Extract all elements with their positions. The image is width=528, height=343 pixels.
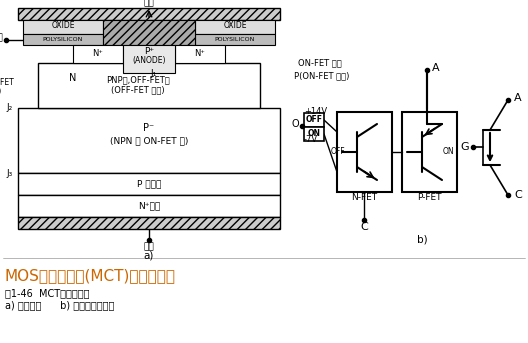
Bar: [304, 127, 324, 141]
Text: +14V: +14V: [304, 107, 327, 117]
Text: N⁺: N⁺: [194, 49, 205, 59]
Text: P(ON-FET 漏极): P(ON-FET 漏极): [294, 71, 350, 81]
Text: (ANODE): (ANODE): [132, 57, 166, 66]
Bar: [18, 173, 280, 195]
Text: P 缓冲层: P 缓冲层: [137, 179, 161, 189]
Text: P-FET: P-FET: [417, 192, 441, 201]
Bar: [23, 20, 103, 34]
Text: J₂: J₂: [7, 104, 13, 113]
Bar: [73, 45, 123, 63]
Text: OFF: OFF: [331, 147, 345, 156]
Bar: [18, 195, 280, 217]
Text: 图1-46  MCT结构原理图: 图1-46 MCT结构原理图: [5, 288, 90, 298]
Text: POLYSILICON: POLYSILICON: [215, 37, 255, 42]
Bar: [195, 34, 275, 45]
Bar: [103, 20, 195, 45]
Bar: [195, 20, 275, 34]
Text: J₃: J₃: [7, 168, 13, 177]
Text: OXIDE: OXIDE: [223, 21, 247, 29]
Text: a) 内部结构      b) 等效电路及符号: a) 内部结构 b) 等效电路及符号: [5, 300, 115, 310]
Text: C: C: [360, 222, 368, 232]
Text: N-FET: N-FET: [351, 192, 377, 201]
Text: OXIDE: OXIDE: [51, 21, 75, 29]
Bar: [18, 217, 280, 229]
Text: J₁: J₁: [151, 69, 157, 78]
Text: 阳极: 阳极: [144, 0, 154, 8]
Text: 阴极: 阴极: [144, 243, 154, 251]
Text: OFF: OFF: [306, 116, 323, 125]
Bar: [337, 112, 392, 192]
Text: P⁻: P⁻: [144, 123, 155, 133]
Bar: [402, 112, 457, 192]
Text: P⁺: P⁺: [144, 47, 154, 57]
Text: b): b): [417, 235, 427, 245]
Text: N⁺: N⁺: [92, 49, 103, 59]
Text: (OFF-FET 沟道): (OFF-FET 沟道): [111, 85, 165, 95]
Text: (NPN 基 ON-FET 层): (NPN 基 ON-FET 层): [110, 137, 188, 145]
Bar: [38, 63, 260, 108]
Text: ON: ON: [307, 130, 320, 139]
Text: N: N: [69, 73, 77, 83]
Text: PNP基,OFF-FET层: PNP基,OFF-FET层: [106, 75, 170, 84]
Text: G: G: [461, 142, 469, 152]
Text: N⁺基片: N⁺基片: [138, 201, 160, 211]
Text: a): a): [144, 251, 154, 261]
Text: A: A: [514, 93, 522, 103]
Bar: [123, 45, 175, 73]
Bar: [175, 45, 225, 63]
Text: P(ON-FET: P(ON-FET: [0, 79, 14, 87]
Text: POLYSILICON: POLYSILICON: [43, 37, 83, 42]
Bar: [18, 108, 280, 173]
Text: ON: ON: [442, 147, 454, 156]
Text: -7V: -7V: [304, 135, 318, 144]
Text: O: O: [291, 119, 299, 129]
Text: 门极: 门极: [0, 34, 3, 43]
Bar: [23, 34, 103, 45]
Text: C: C: [514, 190, 522, 200]
Text: A: A: [432, 63, 440, 73]
Text: 漏极): 漏极): [0, 86, 2, 95]
Bar: [304, 113, 324, 127]
Text: MOS控制品闸管(MCT)等相关介绍: MOS控制品闸管(MCT)等相关介绍: [5, 268, 176, 283]
Text: ON-FET 沟道: ON-FET 沟道: [298, 59, 342, 68]
Bar: [18, 8, 280, 20]
